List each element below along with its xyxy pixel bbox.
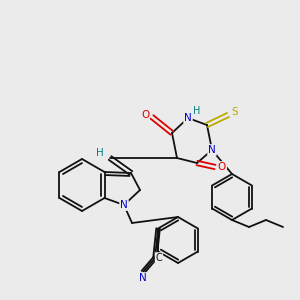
Text: S: S: [232, 107, 238, 117]
Text: H: H: [96, 148, 104, 158]
Text: N: N: [208, 145, 216, 155]
Text: N: N: [184, 113, 192, 123]
Text: C: C: [156, 253, 162, 263]
Text: O: O: [141, 110, 149, 120]
Text: N: N: [120, 200, 128, 210]
Text: N: N: [139, 273, 147, 283]
Text: H: H: [193, 106, 201, 116]
Text: O: O: [218, 162, 226, 172]
